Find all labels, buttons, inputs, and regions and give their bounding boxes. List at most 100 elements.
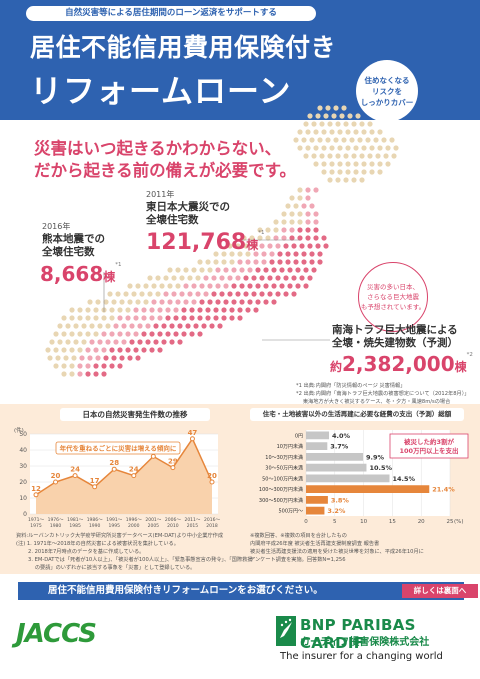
bar [306, 485, 430, 493]
tohoku-label-line: 東日本大震災での [146, 201, 230, 213]
map-dot [369, 169, 375, 175]
map-dot [197, 315, 203, 321]
nankai-note: *2 [466, 352, 473, 358]
map-dot [293, 137, 299, 143]
map-dot [305, 187, 311, 193]
map-dot [207, 299, 213, 305]
map-dot [101, 315, 107, 321]
bar [306, 474, 390, 483]
map-dot [135, 355, 141, 361]
map-dot [327, 153, 333, 159]
map-dot [247, 267, 253, 273]
map-dot [337, 145, 343, 151]
map-dot [309, 251, 315, 257]
map-dot [353, 169, 359, 175]
map-dot [181, 331, 187, 337]
map-dot [81, 339, 87, 345]
map-dot [253, 251, 259, 257]
map-dot [303, 267, 309, 273]
map-dot [115, 291, 121, 297]
map-dot [141, 331, 147, 337]
map-dot [341, 105, 347, 111]
map-dot [235, 243, 241, 249]
data-label: 12 [31, 485, 41, 493]
map-dot [313, 211, 319, 217]
map-dot [147, 275, 153, 281]
coverage-bubble: 住めなくなる リスクを しっかりカバー [356, 60, 418, 122]
map-dot [117, 331, 123, 337]
map-dot [101, 371, 107, 377]
x-tick-label-start: 1996〜 [126, 517, 142, 523]
map-dot [151, 283, 157, 289]
bar [306, 453, 364, 461]
map-dot [281, 227, 287, 233]
map-dot [293, 203, 299, 209]
map-dot [253, 307, 259, 313]
map-dot [237, 315, 243, 321]
x-tick-label-start: 1991〜 [106, 517, 122, 523]
map-dot [181, 307, 187, 313]
map-dot [207, 267, 213, 273]
category-label: 0円 [295, 433, 303, 439]
map-dot [213, 251, 219, 257]
map-dot [381, 137, 387, 143]
map-dot [377, 161, 383, 167]
map-dot [213, 315, 219, 321]
map-dot [367, 153, 373, 159]
map-dot [307, 113, 313, 119]
kumamoto-unit: 棟 [103, 270, 116, 284]
map-dot [85, 315, 91, 321]
map-dot [109, 315, 115, 321]
map-dot [69, 315, 75, 321]
map-dot [219, 291, 225, 297]
x-tick-label: 5 [333, 519, 337, 525]
map-dot [175, 299, 181, 305]
map-dot [199, 299, 205, 305]
map-dot [291, 243, 297, 249]
more-details-button[interactable]: 詳しくは裏面へ [402, 584, 478, 598]
category-label: 30〜50万円未満 [265, 465, 303, 472]
cta-bar: 居住不能信用費用保険付きリフォームローンをお選びください。 詳しくは裏面へ [18, 582, 478, 600]
x-tick-label-start: 2016〜 [204, 517, 220, 523]
map-dot [349, 137, 355, 143]
map-dot [77, 315, 83, 321]
map-dot [229, 307, 235, 313]
tohoku-value: 121,768棟 *1 [146, 230, 264, 255]
map-dot [157, 307, 163, 313]
map-dot [185, 323, 191, 329]
data-label: 20 [207, 472, 217, 480]
bar-value-label: 21.4% [432, 486, 455, 494]
map-dot [95, 355, 101, 361]
map-dot [313, 145, 319, 151]
map-dot [147, 291, 153, 297]
map-dot [289, 195, 295, 201]
map-dot [271, 283, 277, 289]
category-label: 50〜100万円未満 [262, 475, 303, 482]
disaster-count-line-chart: 01020304050(件)122024172824362947201971〜1… [14, 426, 220, 528]
map-dot [107, 291, 113, 297]
map-dot [55, 355, 61, 361]
category-label: 10〜30万円未満 [265, 454, 303, 461]
map-dot [251, 275, 257, 281]
map-dot [393, 145, 399, 151]
map-dot [237, 259, 243, 265]
map-dot [117, 347, 123, 353]
map-dot [239, 267, 245, 273]
map-dot [165, 315, 171, 321]
map-dot [183, 299, 189, 305]
map-dot [289, 211, 295, 217]
map-dot [113, 339, 119, 345]
map-dot [273, 227, 279, 233]
map-dot [169, 323, 175, 329]
map-dot [267, 291, 273, 297]
map-dot [275, 243, 281, 249]
map-dot [61, 347, 67, 353]
map-dot [261, 259, 267, 265]
map-dot [191, 283, 197, 289]
map-dot [101, 363, 107, 369]
map-dot [215, 267, 221, 273]
map-dot [141, 347, 147, 353]
map-dot [229, 315, 235, 321]
map-dot [287, 267, 293, 273]
map-dot [133, 347, 139, 353]
